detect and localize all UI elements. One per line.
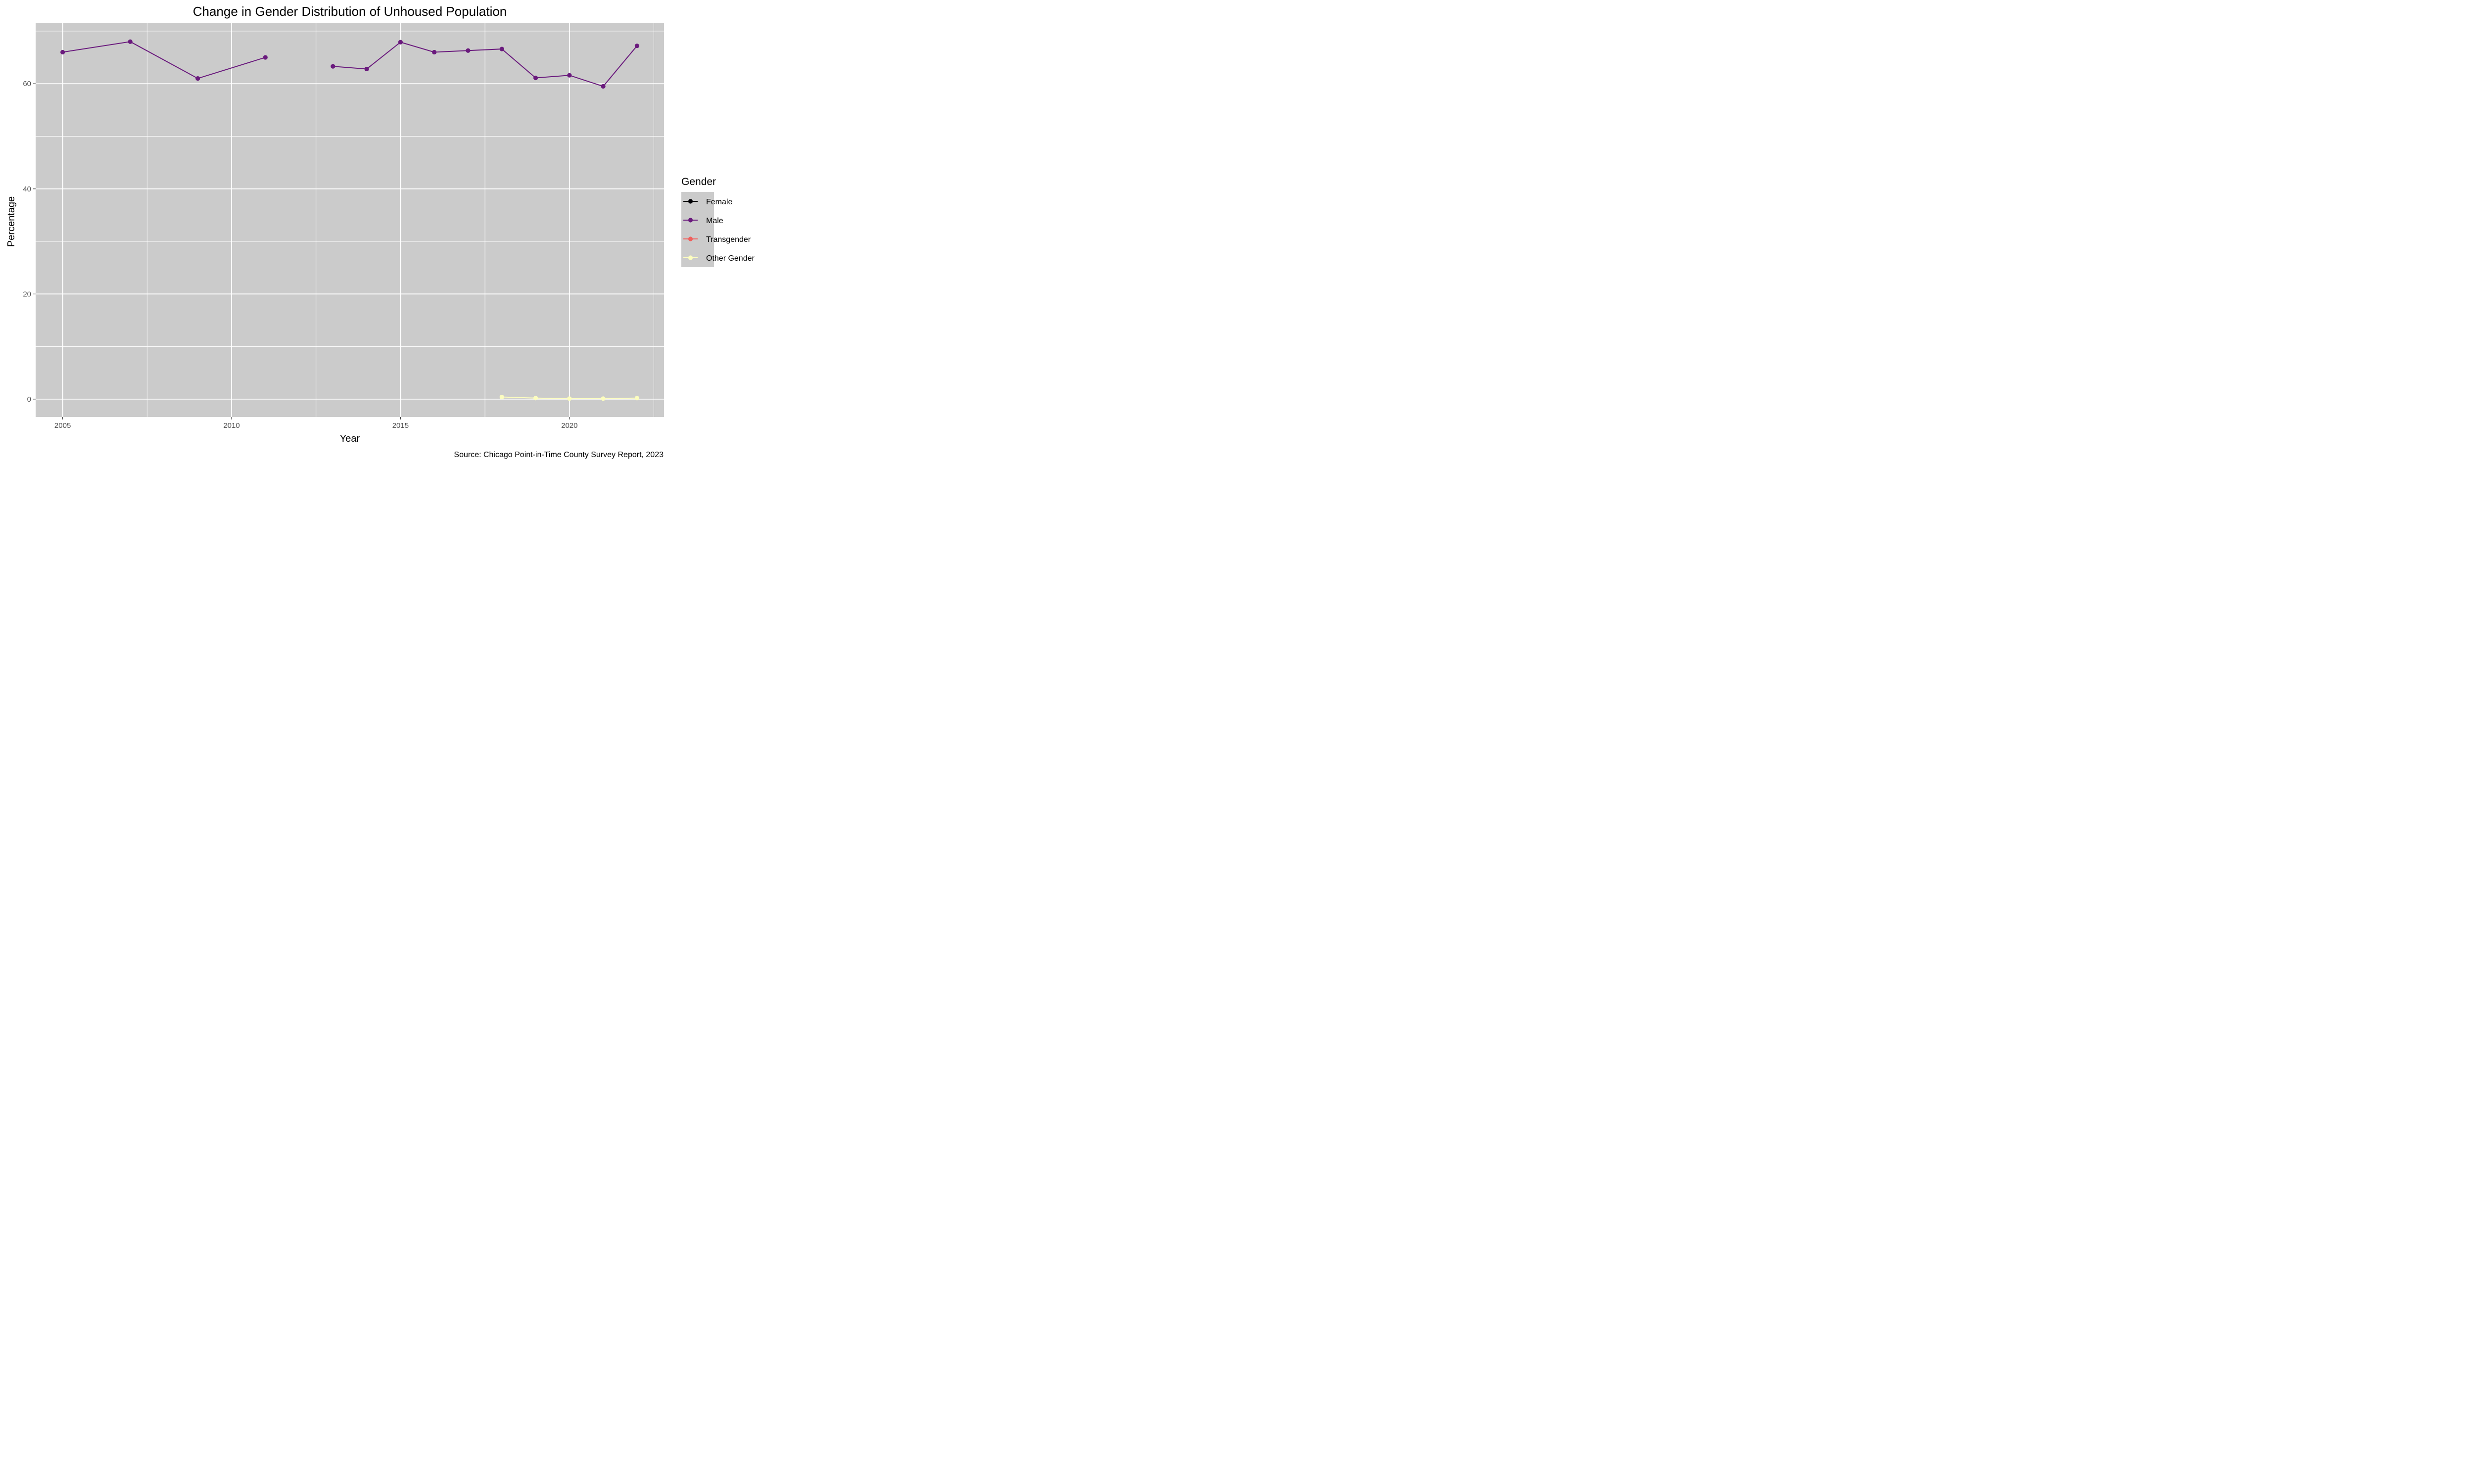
grid-major bbox=[36, 23, 664, 417]
data-point-male bbox=[601, 84, 606, 89]
series-male bbox=[60, 39, 639, 89]
legend-item-transgender: Transgender bbox=[683, 235, 751, 244]
x-tick-label: 2005 bbox=[54, 421, 71, 430]
legend-title: Gender bbox=[681, 176, 716, 187]
data-point-male bbox=[634, 44, 639, 48]
x-tick-label: 2020 bbox=[561, 421, 577, 430]
data-point-male bbox=[331, 64, 335, 69]
x-tick-label: 2010 bbox=[223, 421, 239, 430]
y-tick-label: 0 bbox=[27, 395, 31, 404]
y-tick-label: 60 bbox=[23, 80, 31, 88]
data-point-male bbox=[263, 55, 268, 60]
y-tick-label: 20 bbox=[23, 290, 31, 298]
data-point-male bbox=[60, 49, 65, 55]
legend: Gender Female Male Transgender Other Gender bbox=[681, 176, 755, 267]
legend-key-point bbox=[688, 255, 693, 260]
data-point-male bbox=[499, 46, 504, 51]
line-chart: Change in Gender Distribution of Unhouse… bbox=[6, 4, 755, 459]
chart-title: Change in Gender Distribution of Unhouse… bbox=[193, 4, 507, 19]
legend-key-point bbox=[688, 236, 693, 241]
series-line-male bbox=[333, 42, 638, 87]
legend-label: Other Gender bbox=[706, 254, 755, 263]
y-axis: 0 20 40 60 bbox=[23, 80, 36, 404]
legend-label: Female bbox=[706, 198, 732, 206]
legend-item-female: Female bbox=[683, 198, 732, 206]
legend-label: Transgender bbox=[706, 235, 751, 244]
legend-item-other-gender: Other Gender bbox=[683, 254, 755, 263]
series-other-gender bbox=[499, 395, 639, 401]
legend-key-point bbox=[688, 218, 693, 223]
panel-background bbox=[36, 23, 664, 417]
data-point-male bbox=[567, 73, 572, 78]
data-point-male bbox=[533, 75, 538, 81]
grid-minor bbox=[36, 23, 664, 417]
x-axis: 2005 2010 2015 2020 bbox=[54, 417, 578, 430]
plot-panel bbox=[36, 23, 664, 417]
series-line-male bbox=[62, 41, 266, 79]
data-point-other-gender bbox=[499, 395, 504, 400]
data-point-male bbox=[364, 66, 369, 72]
data-point-male bbox=[195, 76, 200, 81]
data-point-other-gender bbox=[634, 396, 639, 401]
legend-item-male: Male bbox=[683, 217, 723, 225]
x-tick-label: 2015 bbox=[392, 421, 409, 430]
data-point-male bbox=[398, 40, 403, 45]
y-axis-title: Percentage bbox=[6, 196, 17, 247]
data-point-male bbox=[466, 48, 471, 53]
data-point-male bbox=[128, 39, 133, 44]
y-tick-label: 40 bbox=[23, 185, 31, 193]
legend-key-background bbox=[681, 192, 714, 267]
legend-label: Male bbox=[706, 217, 723, 225]
legend-key-point bbox=[688, 199, 693, 204]
x-axis-title: Year bbox=[340, 433, 360, 444]
data-point-male bbox=[432, 49, 437, 55]
data-point-other-gender bbox=[601, 396, 606, 401]
source-caption: Source: Chicago Point-in-Time County Sur… bbox=[454, 451, 664, 459]
data-point-other-gender bbox=[533, 396, 538, 401]
data-point-other-gender bbox=[567, 396, 572, 401]
series-layer bbox=[60, 39, 639, 401]
